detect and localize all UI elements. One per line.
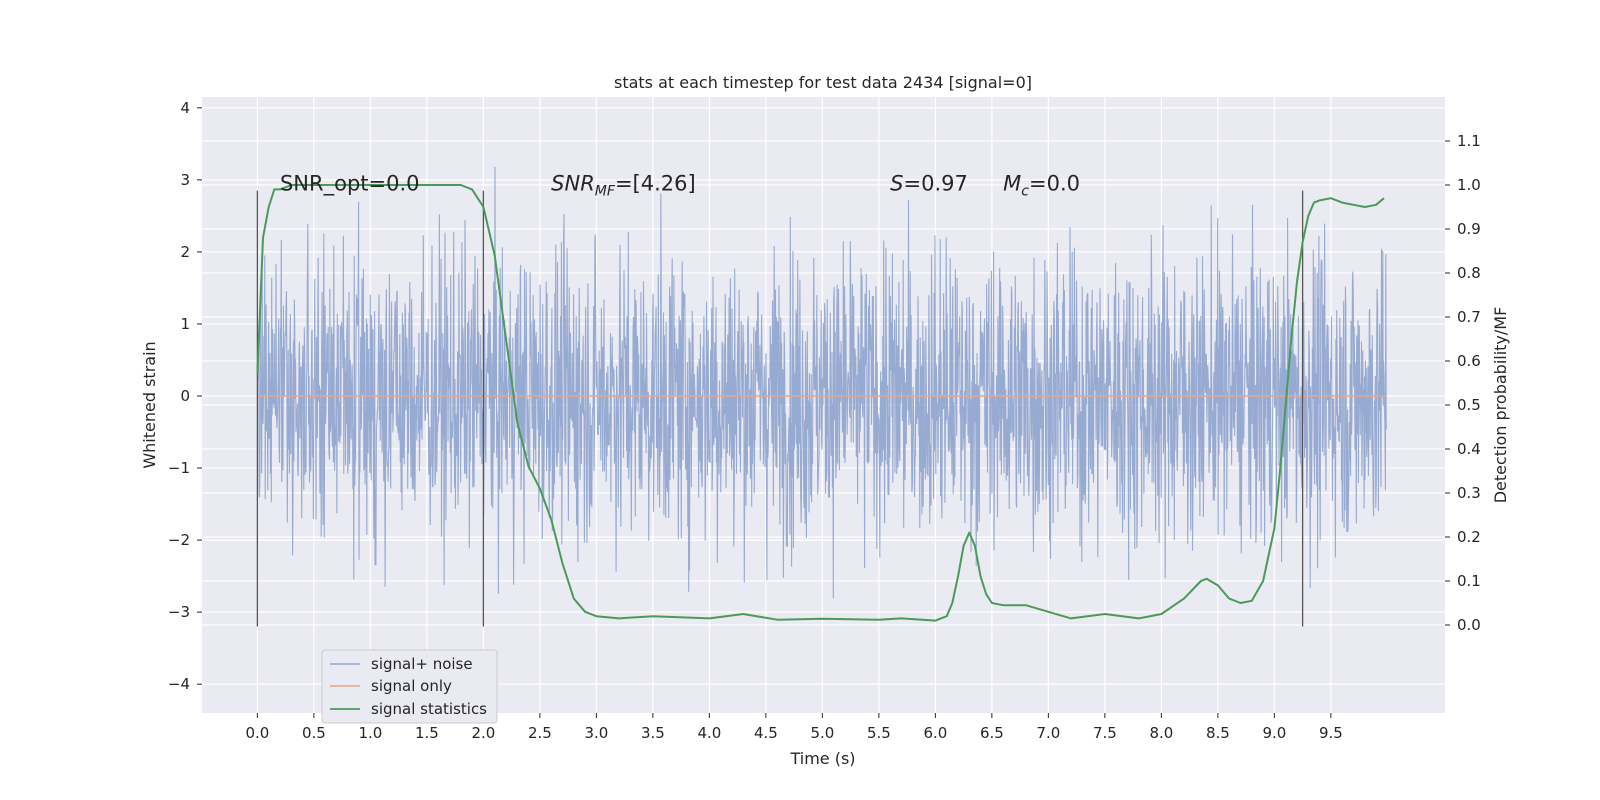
y-axis-label: Whitened strain (140, 341, 159, 468)
signal-plus-noise-line (256, 166, 1387, 599)
legend: signal+ noise signal only signal statist… (321, 649, 498, 724)
y-right-tick-label: 0.7 (1457, 308, 1481, 326)
x-tick-label: 9.5 (1319, 724, 1343, 742)
x-axis-label: Time (s) (789, 749, 855, 768)
y-tick-label: −2 (168, 531, 190, 549)
annotations: SNR_opt=0.0 SNRMF=[4.26] S=0.97 Mc=0.0 (280, 171, 1080, 199)
x-tick-label: 0.5 (302, 724, 326, 742)
x-tick-label: 1.5 (415, 724, 439, 742)
y-right-tick-label: 0.2 (1457, 528, 1481, 546)
y-tick-label: 2 (180, 243, 190, 261)
y-tick-label: 3 (180, 171, 190, 189)
y-right-tick-label: 0.1 (1457, 572, 1481, 590)
x-tick-label: 4.0 (697, 724, 721, 742)
y-right-tick-label: 0.6 (1457, 352, 1481, 370)
legend-box (321, 649, 498, 724)
annotation-0: SNR_opt=0.0 (280, 171, 420, 196)
y-right-tick-label: 0.0 (1457, 616, 1481, 634)
x-tick-label: 4.5 (754, 724, 778, 742)
annotation-2: S=0.97 (890, 171, 968, 195)
x-tick-label: 9.0 (1262, 724, 1286, 742)
x-tick-label: 8.5 (1206, 724, 1230, 742)
x-tick-label: 5.0 (810, 724, 834, 742)
y-tick-label: −3 (168, 603, 190, 621)
x-tick-label: 0.0 (245, 724, 269, 742)
y-tick-label: 0 (180, 387, 190, 405)
y-tick-label: −4 (168, 675, 190, 693)
x-tick-label: 1.0 (358, 724, 382, 742)
y-right-tick-label: 0.4 (1457, 440, 1481, 458)
legend-label-signal-statistics: signal statistics (371, 700, 487, 718)
x-tick-label: 7.5 (1093, 724, 1117, 742)
y-right-tick-labels: 0.0 0.1 0.2 0.3 0.4 0.5 0.6 0.7 0.8 0.9 1.0 1.1 (1445, 132, 1481, 634)
y-right-tick-label: 1.1 (1457, 132, 1481, 150)
y-right-tick-label: 0.8 (1457, 264, 1481, 282)
x-tick-label: 2.5 (528, 724, 552, 742)
vertical-markers (256, 190, 1304, 627)
y-right-tick-label: 0.5 (1457, 396, 1481, 414)
y-right-axis-label: Detection probability/MF (1491, 307, 1510, 504)
y-right-tick-label: 0.3 (1457, 484, 1481, 502)
x-tick-label: 3.0 (584, 724, 608, 742)
x-tick-label: 8.0 (1149, 724, 1173, 742)
annotation-3: Mc=0.0 (1003, 171, 1080, 199)
annotation-1: SNRMF=[4.26] (551, 171, 696, 199)
x-tick-label: 3.5 (641, 724, 665, 742)
y-tick-label: 4 (180, 99, 190, 117)
signal-statistics-line (256, 184, 1385, 622)
x-tick-label: 5.5 (867, 724, 891, 742)
signal-plus-noise-series (256, 166, 1387, 599)
x-tick-label: 6.0 (923, 724, 947, 742)
y-right-tick-label: 0.9 (1457, 220, 1481, 238)
y-tick-labels: −4 −3 −2 −1 0 1 2 3 4 (168, 99, 202, 693)
x-tick-label: 6.5 (980, 724, 1004, 742)
legend-label-signal-only: signal only (371, 677, 452, 695)
x-tick-label: 7.0 (1036, 724, 1060, 742)
chart-title: stats at each timestep for test data 243… (614, 73, 1032, 92)
x-tick-label: 2.0 (471, 724, 495, 742)
y-tick-label: −1 (168, 459, 190, 477)
signal-statistics-series (256, 184, 1385, 622)
y-right-tick-label: 1.0 (1457, 176, 1481, 194)
y-tick-label: 1 (180, 315, 190, 333)
legend-label-signal-plus-noise: signal+ noise (371, 655, 473, 673)
x-tick-labels: 0.0 0.5 1.0 1.5 2.0 2.5 3.0 3.5 4.0 4.5 5.0 5.5 6.0 6… (245, 713, 1343, 742)
